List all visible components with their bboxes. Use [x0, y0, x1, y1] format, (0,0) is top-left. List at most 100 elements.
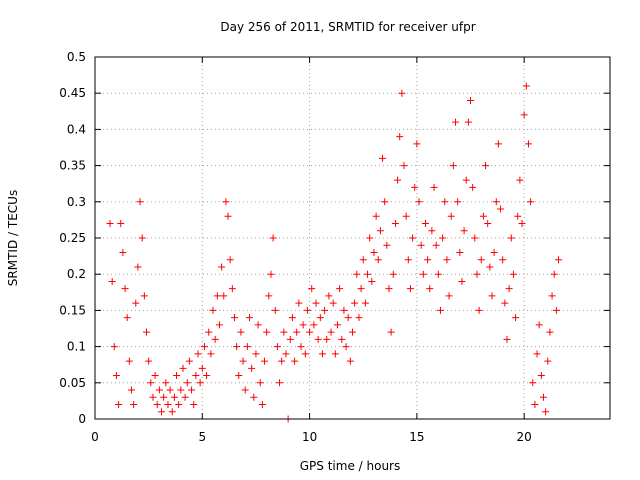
data-point	[254, 321, 262, 329]
data-point	[452, 118, 459, 126]
y-tick-label: 0.1	[67, 340, 86, 354]
data-point	[529, 379, 537, 387]
data-point	[391, 220, 399, 228]
data-point	[200, 343, 208, 351]
data-point	[162, 379, 170, 387]
x-tick-label: 0	[91, 430, 99, 444]
data-point	[252, 350, 260, 358]
data-point	[269, 234, 277, 242]
data-point	[505, 285, 513, 293]
data-point	[291, 357, 299, 365]
data-point	[303, 306, 311, 314]
data-point	[183, 379, 191, 387]
data-point	[413, 140, 421, 148]
data-point	[288, 314, 296, 322]
data-point	[383, 241, 391, 249]
data-point	[411, 183, 419, 191]
data-point	[456, 248, 464, 256]
data-point	[323, 335, 331, 343]
data-point	[484, 220, 492, 228]
data-point	[123, 314, 131, 322]
data-point	[179, 364, 187, 372]
data-point	[522, 82, 530, 90]
data-point	[359, 256, 367, 264]
data-point	[402, 212, 410, 220]
data-point	[220, 292, 228, 300]
data-point	[475, 306, 483, 314]
data-point	[263, 328, 271, 336]
data-point	[486, 263, 494, 271]
data-point	[353, 270, 361, 278]
data-point	[226, 256, 234, 264]
data-point	[106, 220, 114, 228]
data-point	[273, 343, 281, 351]
data-point	[449, 162, 457, 170]
data-point	[509, 270, 517, 278]
data-point	[209, 306, 217, 314]
y-tick-label: 0.3	[67, 195, 86, 209]
data-point	[211, 335, 219, 343]
data-point	[271, 306, 279, 314]
data-point	[119, 248, 127, 256]
data-point	[447, 212, 455, 220]
data-point	[168, 408, 176, 416]
data-point	[514, 212, 522, 220]
data-point	[531, 401, 539, 409]
data-point	[267, 270, 275, 278]
data-point	[331, 350, 339, 358]
data-point	[432, 241, 440, 249]
data-point	[527, 198, 535, 206]
data-point	[473, 270, 481, 278]
data-point	[301, 350, 309, 358]
data-point	[224, 212, 232, 220]
data-point	[327, 328, 335, 336]
data-point	[190, 401, 198, 409]
data-point	[387, 328, 395, 336]
data-point	[115, 401, 123, 409]
data-point	[357, 285, 365, 293]
y-tick-label: 0.15	[59, 303, 86, 317]
data-point	[364, 270, 372, 278]
data-point	[552, 306, 560, 314]
data-point	[344, 314, 352, 322]
data-point	[316, 314, 324, 322]
data-point	[198, 364, 206, 372]
data-point	[158, 408, 166, 416]
data-point	[295, 299, 303, 307]
data-point	[108, 277, 116, 285]
data-point	[127, 386, 135, 394]
data-point	[261, 357, 269, 365]
data-point	[469, 183, 477, 191]
data-point	[497, 205, 505, 213]
data-point	[351, 299, 359, 307]
y-axis-label: SRMTID / TECUs	[6, 190, 20, 286]
data-point	[164, 401, 172, 409]
data-point	[333, 321, 341, 329]
data-point	[233, 343, 241, 351]
data-point	[428, 227, 436, 235]
data-point	[419, 270, 427, 278]
data-point	[443, 256, 451, 264]
data-point	[207, 350, 215, 358]
y-axis-ticks: 0 0.05 0.1 0.15 0.2 0.25 0.3 0.35 0.4 0.45 0.5	[59, 50, 610, 426]
plot-area	[95, 57, 610, 419]
data-point	[490, 248, 498, 256]
data-point	[132, 299, 140, 307]
data-point	[441, 198, 449, 206]
data-point	[398, 89, 406, 97]
data-point	[265, 292, 273, 300]
data-point	[241, 386, 249, 394]
y-tick-label: 0.4	[67, 122, 86, 136]
data-point	[314, 335, 322, 343]
data-point	[173, 372, 181, 380]
data-point	[138, 234, 146, 242]
plot-frame	[94, 56, 611, 420]
data-point	[117, 220, 125, 228]
data-point	[417, 241, 425, 249]
data-point	[533, 350, 541, 358]
data-point	[544, 357, 552, 365]
data-point	[458, 277, 466, 285]
data-point	[507, 234, 515, 242]
x-tick-label: 5	[198, 430, 206, 444]
data-point	[424, 256, 432, 264]
